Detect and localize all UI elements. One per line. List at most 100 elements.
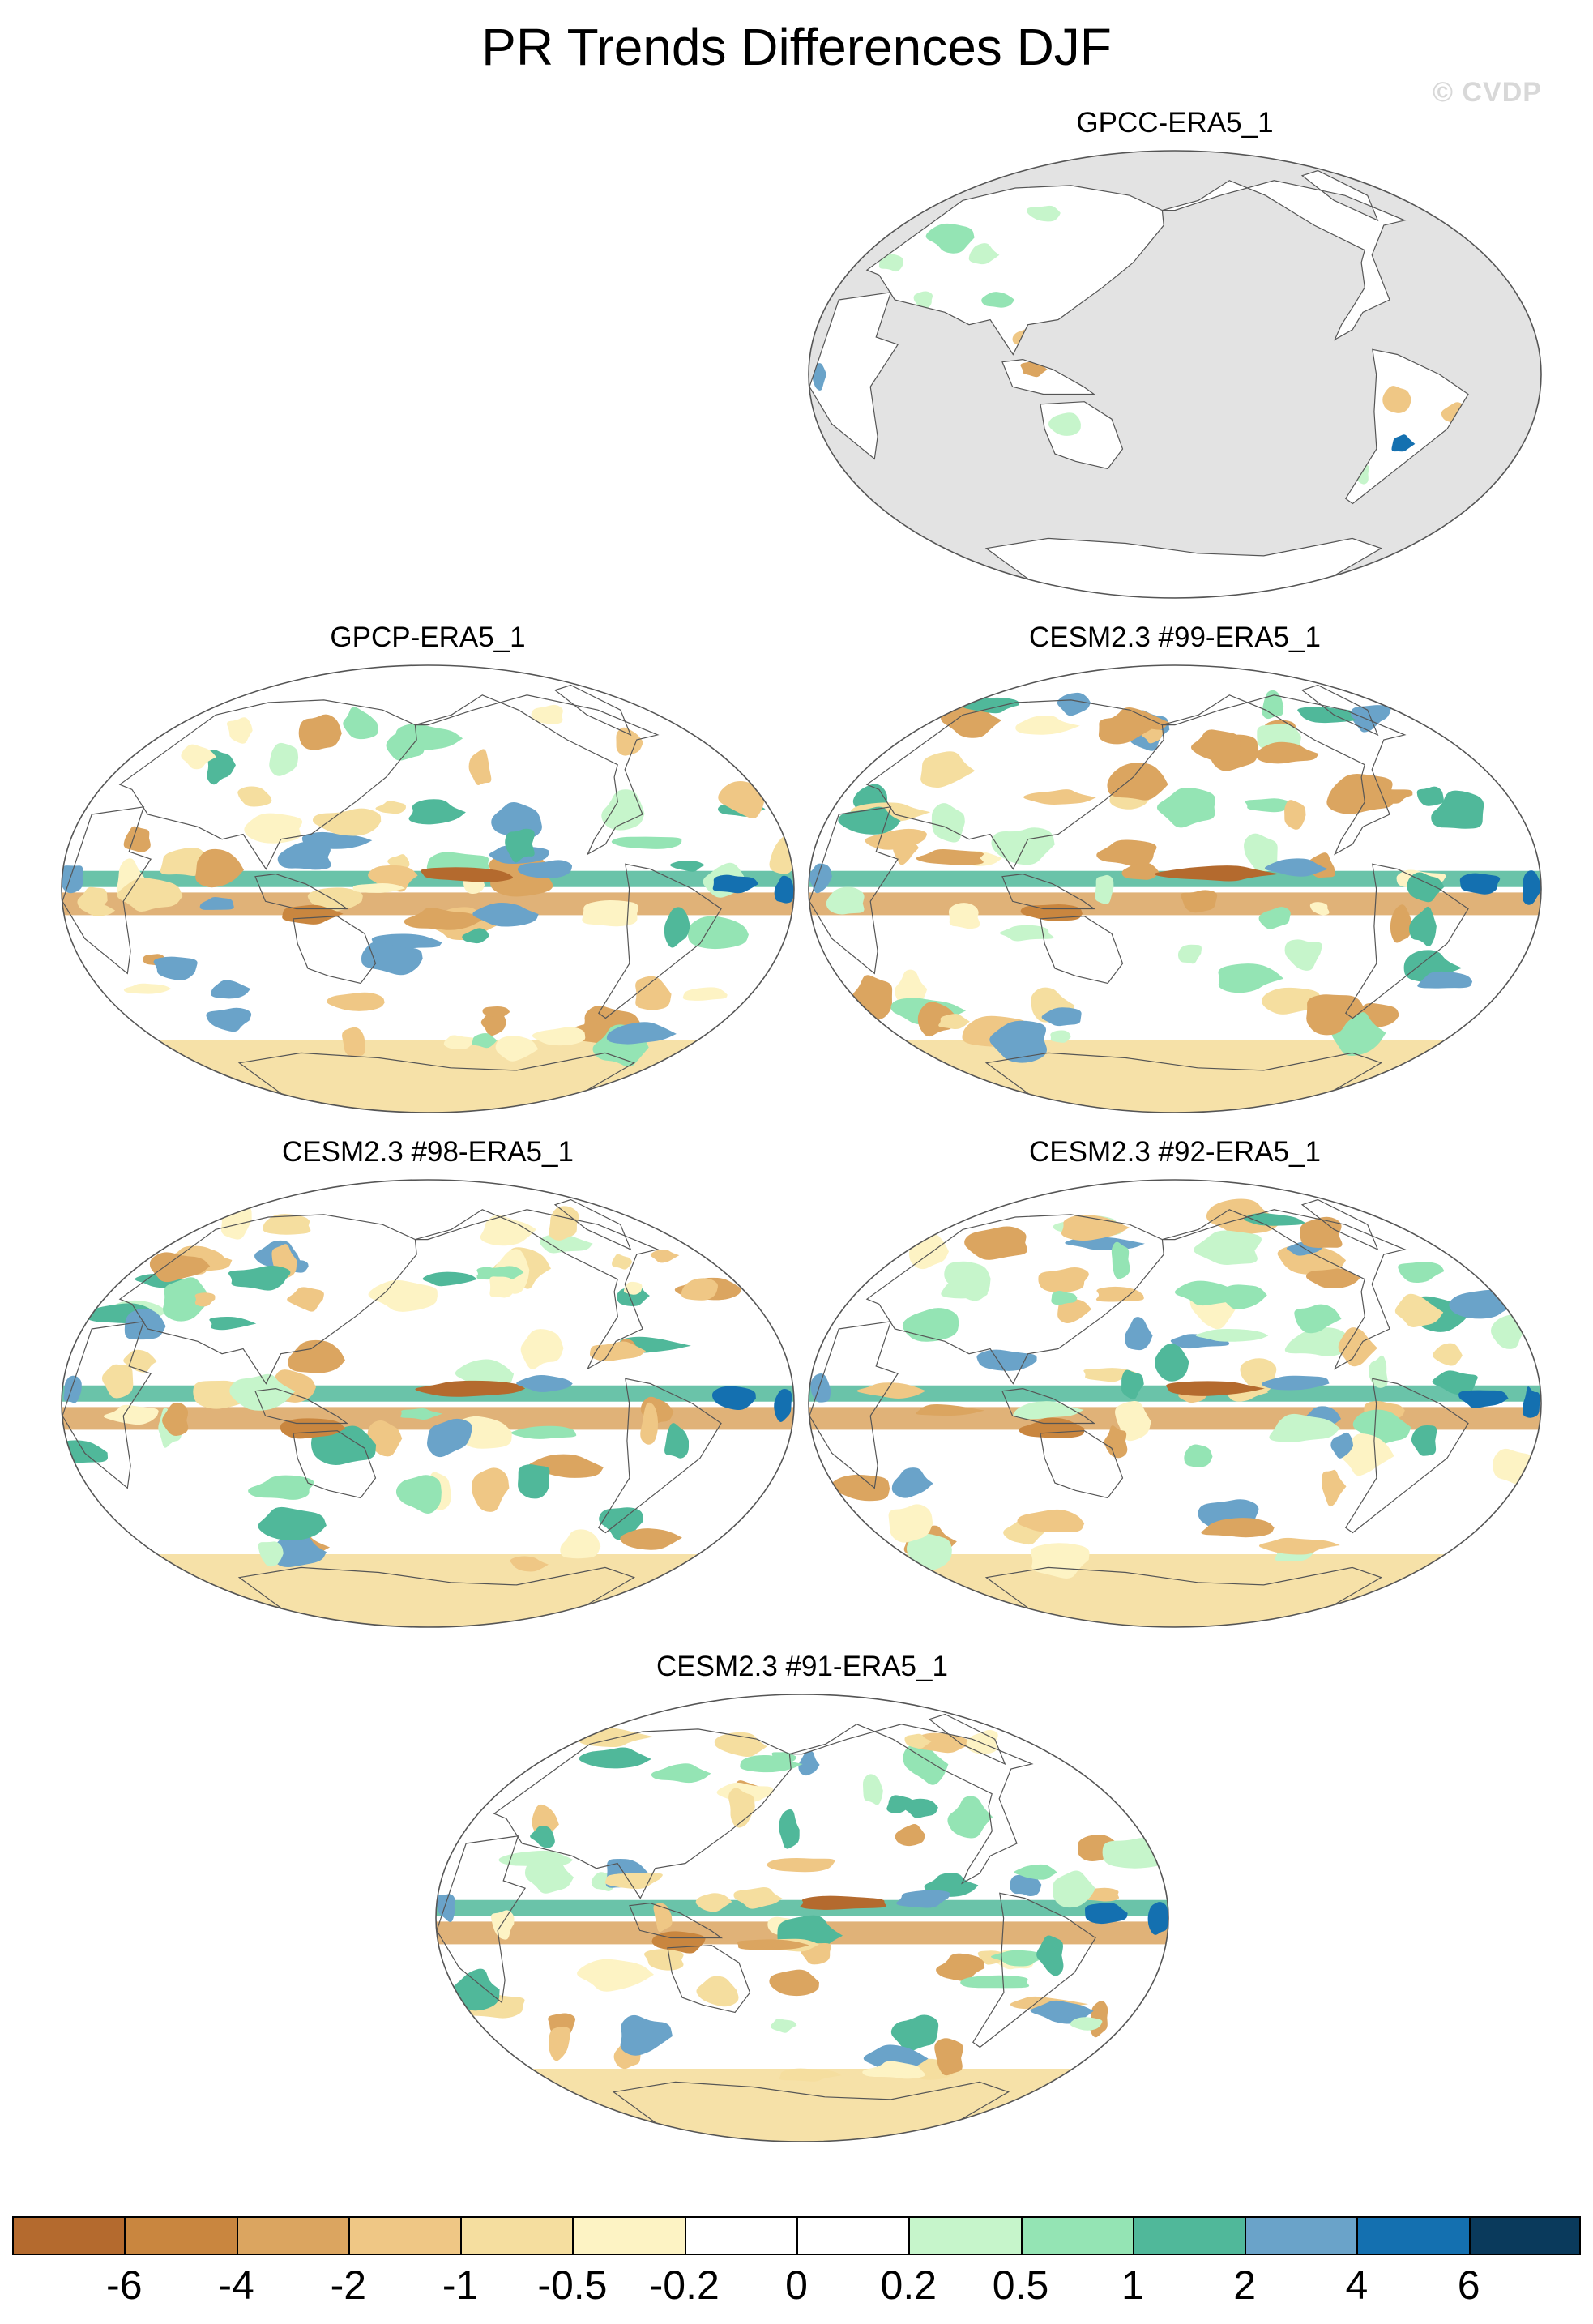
trend-patch <box>886 1795 916 1813</box>
trend-patch <box>199 896 234 910</box>
coastline-north-america <box>789 1724 1034 1885</box>
trend-patch <box>1156 787 1215 828</box>
trend-patch <box>237 786 272 807</box>
trend-patch-strong <box>1458 1390 1509 1408</box>
coastline-africa <box>809 292 899 460</box>
southern-ocean-band <box>436 2069 1168 2142</box>
map-field <box>62 1180 794 1627</box>
trend-patch <box>1050 1030 1071 1043</box>
panel-title: CESM2.3 #99-ERA5_1 <box>1029 622 1321 653</box>
trend-patch <box>826 886 865 915</box>
trend-patch <box>1382 386 1412 413</box>
trend-patch <box>472 902 539 927</box>
cvdp-watermark: © CVDP <box>1433 77 1542 108</box>
trend-patch <box>1219 1284 1267 1309</box>
trend-patch <box>1390 904 1413 943</box>
trend-patch <box>1102 1838 1167 1869</box>
trend-patch <box>913 1732 976 1754</box>
trend-patch-strong <box>415 1380 526 1397</box>
trend-patch <box>1017 1509 1085 1532</box>
map-panel-gpcp: GPCP-ERA5_1 <box>55 620 801 1122</box>
trend-patch-strong <box>1154 865 1280 882</box>
coastline-maritime <box>254 873 349 910</box>
trend-patch <box>206 1007 252 1032</box>
trend-patch <box>342 1027 365 1057</box>
trend-patch <box>287 1287 324 1312</box>
map-cesm92 <box>808 1179 1542 1628</box>
coastlines <box>436 1713 1096 2142</box>
trend-patch <box>162 1402 189 1436</box>
southern-ocean-band <box>62 1040 794 1113</box>
coastline-south-america <box>1344 1378 1469 1534</box>
trend-patch <box>895 1824 925 1847</box>
trend-patch <box>1010 1873 1042 1897</box>
trend-patch-strong <box>800 1895 886 1910</box>
trend-patch <box>1256 741 1319 764</box>
ocean-mask <box>809 151 1541 598</box>
trend-patch <box>968 243 1000 265</box>
trend-patch <box>650 1249 680 1263</box>
trend-patch <box>1052 1870 1096 1908</box>
trend-patch <box>288 1339 345 1373</box>
panel-title: CESM2.3 #91-ERA5_1 <box>656 1651 948 1682</box>
trend-patch <box>1027 205 1061 222</box>
trend-patch <box>1194 1230 1262 1266</box>
trend-patch <box>635 976 672 1010</box>
coastline-north-america <box>1162 1209 1407 1370</box>
map-panel-gpcc: GPCC-ERA5_1 <box>802 105 1548 608</box>
map-field <box>809 151 1541 598</box>
colorbar-box <box>1020 2216 1134 2255</box>
trend-patch <box>1297 706 1360 724</box>
trend-patch <box>1284 939 1322 971</box>
colorbar <box>12 2216 1582 2255</box>
coastline-eurasia <box>865 1214 1164 1385</box>
panel-title: CESM2.3 #92-ERA5_1 <box>1029 1136 1321 1168</box>
coastline-eurasia <box>865 185 1164 356</box>
trend-patch <box>623 1281 643 1295</box>
trend-patch <box>1023 789 1096 805</box>
trend-patch <box>682 987 728 1001</box>
coastline-eurasia <box>493 1728 792 1899</box>
colorbar-box <box>684 2216 797 2255</box>
map-panel-cesm91: CESM2.3 #91-ERA5_1 <box>429 1649 1175 2151</box>
trend-patch <box>601 789 645 831</box>
trend-patch <box>925 223 975 254</box>
panel-title: GPCP-ERA5_1 <box>330 622 526 653</box>
trend-patch <box>1051 1290 1078 1305</box>
coastline-maritime <box>1001 873 1096 910</box>
trend-patch-strong <box>809 863 832 894</box>
colorbar-tick-label: 2 <box>1233 2262 1257 2308</box>
trend-patch <box>888 1504 933 1543</box>
coastline-greenland <box>553 684 632 737</box>
trend-patch <box>505 828 535 863</box>
trend-patch <box>779 2068 842 2082</box>
trend-patch <box>1284 1327 1347 1356</box>
trend-patch <box>1155 1343 1189 1382</box>
equatorial-band-wet <box>809 870 1541 887</box>
colorbar-box <box>1356 2216 1470 2255</box>
trend-patch <box>1294 1304 1342 1334</box>
trend-patch <box>733 1887 783 1909</box>
coastline-antarctica <box>237 1566 636 1627</box>
trend-patch <box>862 1774 883 1805</box>
coastline-australia <box>667 1945 751 2014</box>
trend-patch <box>1433 1343 1463 1366</box>
trend-patch-strong <box>664 1423 689 1459</box>
trend-patch <box>895 969 928 1007</box>
trend-patch <box>913 291 933 310</box>
trend-patch <box>1244 833 1278 872</box>
map-panel-cesm99: CESM2.3 #99-ERA5_1 <box>802 620 1548 1122</box>
coastline-greenland <box>1300 1198 1379 1251</box>
trend-patch-strong <box>1459 873 1501 895</box>
trend-patch <box>1141 728 1164 744</box>
trend-patch-strong <box>516 1375 573 1392</box>
trend-patch <box>651 1763 711 1784</box>
trend-patch <box>101 1364 134 1399</box>
trend-patch <box>1125 1317 1153 1351</box>
trend-patch <box>404 908 482 930</box>
coastline-antarctica <box>984 1566 1383 1627</box>
trend-patch-strong <box>1085 1903 1128 1925</box>
trend-patch <box>1341 1433 1394 1476</box>
trend-patch <box>1121 1369 1144 1400</box>
coastlines <box>62 684 722 1113</box>
